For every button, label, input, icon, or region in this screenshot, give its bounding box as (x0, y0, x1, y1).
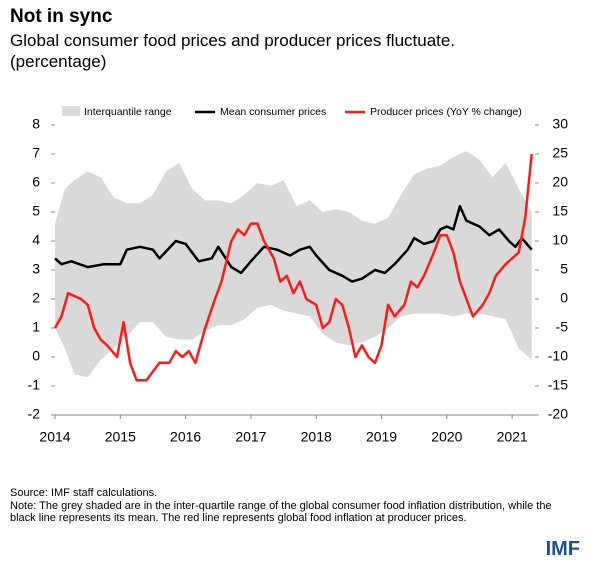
y-tick-label: 2 (32, 290, 40, 306)
x-tick-label: 2018 (301, 429, 332, 445)
y2-tick-label: -20 (548, 406, 568, 422)
y-tick-label: 4 (32, 232, 40, 248)
source: Source: IMF staff calculations. (10, 487, 158, 499)
y2-tick-label: -10 (548, 348, 568, 364)
y2-tick-label: -15 (548, 377, 568, 393)
y-tick-label: -2 (28, 406, 41, 422)
legend-swatch (62, 106, 80, 116)
x-tick-label: 2014 (39, 429, 70, 445)
x-tick-label: 2017 (235, 429, 266, 445)
legend-label: Mean consumer prices (220, 106, 326, 118)
y2-tick-label: -5 (556, 319, 569, 335)
x-tick-label: 2019 (366, 429, 397, 445)
subtitle: Global consumer food prices and producer… (10, 31, 456, 50)
y-tick-label: -1 (28, 377, 41, 393)
y2-tick-label: 10 (552, 232, 568, 248)
note: Note: The grey shaded are in the inter-q… (10, 500, 552, 524)
y2-tick-label: 0 (560, 290, 568, 306)
y-tick-label: 5 (32, 203, 40, 219)
subtitle: (percentage) (10, 52, 107, 71)
series-line (53, 153, 533, 382)
y2-tick-label: 5 (560, 261, 568, 277)
y-tick-label: 7 (32, 145, 40, 161)
series-line (54, 204, 533, 283)
x-tick-label: 2015 (105, 429, 136, 445)
legend-label: Producer prices (YoY % change) (370, 106, 522, 118)
y2-tick-label: 20 (552, 174, 568, 190)
x-tick-label: 2020 (431, 429, 462, 445)
y-tick-label: 8 (32, 116, 40, 132)
x-tick-label: 2021 (497, 429, 528, 445)
y-tick-label: 6 (32, 174, 40, 190)
legend-label: Interquantile range (84, 106, 172, 118)
y2-tick-label: 15 (552, 203, 568, 219)
y2-tick-label: 30 (552, 116, 568, 132)
interquartile-band (55, 151, 532, 378)
y-tick-label: 3 (32, 261, 40, 277)
y2-tick-label: 25 (552, 145, 568, 161)
y-tick-label: 1 (32, 319, 40, 335)
logo: IMF (545, 538, 580, 560)
y-tick-label: 0 (32, 348, 40, 364)
x-tick-label: 2016 (170, 429, 201, 445)
chart: -2-1012345678-20-15-10-50510152025302014… (28, 106, 569, 445)
title: Not in sync (10, 6, 113, 27)
